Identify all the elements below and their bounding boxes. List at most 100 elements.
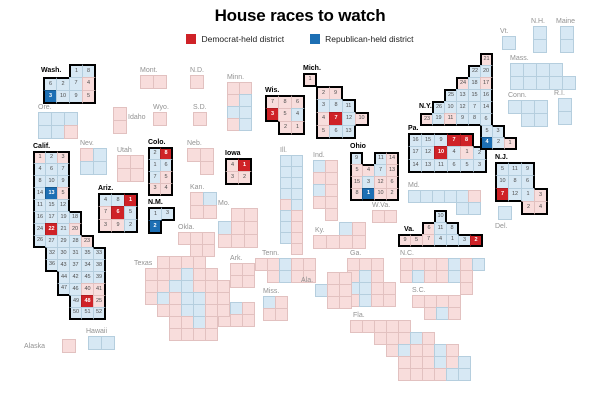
district-cell-neb[interactable] bbox=[200, 148, 214, 162]
district-cell-idaho[interactable] bbox=[113, 120, 127, 134]
district-cell-pa-7[interactable]: 7 bbox=[447, 133, 461, 147]
district-cell-del[interactable] bbox=[498, 206, 512, 220]
district-cell-conn[interactable] bbox=[534, 113, 548, 127]
district-cell-sc[interactable] bbox=[448, 307, 461, 320]
district-cell-nj-12[interactable]: 12 bbox=[508, 188, 522, 202]
district-cell-mass[interactable] bbox=[536, 76, 550, 90]
district-cell-texas[interactable] bbox=[205, 328, 218, 341]
district-cell-ri[interactable] bbox=[558, 98, 572, 112]
district-cell-nj-2[interactable]: 2 bbox=[521, 201, 535, 215]
district-cell-mich-4[interactable]: 4 bbox=[316, 112, 330, 126]
district-cell-pa-13[interactable]: 13 bbox=[421, 159, 435, 173]
district-cell-mich-1[interactable]: 1 bbox=[303, 73, 317, 87]
district-cell-okla[interactable] bbox=[202, 244, 215, 257]
district-cell-wash-3[interactable]: 3 bbox=[43, 90, 57, 104]
district-cell-nev[interactable] bbox=[80, 161, 94, 175]
district-cell-ky[interactable] bbox=[313, 235, 327, 249]
district-cell-nj-7[interactable]: 7 bbox=[495, 188, 509, 202]
district-cell-pa-1[interactable]: 1 bbox=[460, 146, 474, 160]
district-cell-hawaii[interactable] bbox=[101, 336, 115, 350]
district-cell-wash-7[interactable]: 7 bbox=[69, 77, 83, 91]
district-cell-pa-10[interactable]: 10 bbox=[434, 146, 448, 160]
district-cell-ore[interactable] bbox=[38, 112, 52, 126]
district-cell-ark[interactable] bbox=[242, 275, 255, 288]
district-cell-pa-9[interactable]: 9 bbox=[434, 133, 448, 147]
district-cell-wis-6[interactable]: 6 bbox=[291, 95, 305, 109]
district-cell-conn[interactable] bbox=[521, 100, 535, 114]
district-cell-ariz-1[interactable]: 1 bbox=[124, 193, 138, 207]
district-cell-va-5[interactable]: 5 bbox=[410, 234, 423, 247]
district-cell-ore[interactable] bbox=[64, 112, 78, 126]
district-cell-minn[interactable] bbox=[239, 118, 252, 131]
district-cell-mo[interactable] bbox=[218, 234, 232, 248]
district-cell-mich-3[interactable]: 3 bbox=[316, 99, 330, 113]
district-cell-iowa-2[interactable]: 2 bbox=[238, 171, 252, 185]
district-cell-mo[interactable] bbox=[218, 221, 232, 235]
district-cell-nj-6[interactable]: 6 bbox=[521, 175, 535, 189]
district-cell-wyo[interactable] bbox=[153, 112, 167, 126]
district-cell-iowa-1[interactable]: 1 bbox=[238, 158, 252, 172]
district-cell-calif-39[interactable]: 39 bbox=[93, 271, 106, 284]
district-cell-wis-2[interactable]: 2 bbox=[278, 121, 292, 135]
district-cell-iowa-3[interactable]: 3 bbox=[225, 171, 239, 185]
district-cell-ariz-7[interactable]: 7 bbox=[98, 206, 112, 220]
district-cell-ky[interactable] bbox=[352, 235, 366, 249]
district-cell-pa-17[interactable]: 17 bbox=[408, 146, 422, 160]
district-cell-wash-4[interactable]: 4 bbox=[82, 77, 96, 91]
district-cell-ny-1[interactable]: 1 bbox=[504, 137, 517, 150]
district-cell-wis-3[interactable]: 3 bbox=[265, 108, 279, 122]
district-cell-texas[interactable] bbox=[217, 304, 230, 317]
district-cell-nd[interactable] bbox=[190, 75, 204, 89]
district-cell-nh[interactable] bbox=[533, 26, 547, 40]
district-cell-pa-4[interactable]: 4 bbox=[447, 146, 461, 160]
district-cell-maine[interactable] bbox=[560, 39, 574, 53]
district-cell-mich-9[interactable]: 9 bbox=[329, 86, 343, 100]
district-cell-pa-8[interactable]: 8 bbox=[460, 133, 474, 147]
district-cell-wash-9[interactable]: 9 bbox=[69, 90, 83, 104]
district-cell-nm-2[interactable]: 2 bbox=[148, 220, 162, 234]
district-cell-ky[interactable] bbox=[339, 222, 353, 236]
district-cell-mont[interactable] bbox=[140, 75, 154, 89]
district-cell-maine[interactable] bbox=[560, 26, 574, 40]
district-cell-nj-5[interactable]: 5 bbox=[495, 162, 509, 176]
district-cell-ariz-2[interactable]: 2 bbox=[124, 219, 138, 233]
district-cell-nj-10[interactable]: 10 bbox=[495, 175, 509, 189]
district-cell-mich-8[interactable]: 8 bbox=[329, 99, 343, 113]
district-cell-pa-14[interactable]: 14 bbox=[408, 159, 422, 173]
district-cell-conn[interactable] bbox=[534, 100, 548, 114]
district-cell-conn[interactable] bbox=[521, 113, 535, 127]
district-cell-pa-3[interactable]: 3 bbox=[473, 159, 487, 173]
district-cell-ore[interactable] bbox=[64, 125, 78, 139]
district-cell-mich-12[interactable]: 12 bbox=[342, 112, 356, 126]
district-cell-mont[interactable] bbox=[153, 75, 167, 89]
district-cell-mass[interactable] bbox=[510, 76, 524, 90]
district-cell-ariz-5[interactable]: 5 bbox=[124, 206, 138, 220]
district-cell-nj-1[interactable]: 1 bbox=[521, 188, 535, 202]
district-cell-nev[interactable] bbox=[80, 148, 94, 162]
district-cell-wis-4[interactable]: 4 bbox=[291, 108, 305, 122]
district-cell-pa-6[interactable]: 6 bbox=[447, 159, 461, 173]
district-cell-mich-10[interactable]: 10 bbox=[355, 112, 369, 126]
district-cell-ala[interactable] bbox=[339, 296, 352, 309]
district-cell-mo[interactable] bbox=[244, 208, 258, 222]
district-cell-pa-15[interactable]: 15 bbox=[421, 133, 435, 147]
district-cell-ore[interactable] bbox=[51, 125, 65, 139]
district-cell-wash-8[interactable]: 8 bbox=[82, 64, 96, 78]
district-cell-mo[interactable] bbox=[231, 208, 245, 222]
district-cell-va-10[interactable]: 10 bbox=[434, 210, 447, 223]
district-cell-ore[interactable] bbox=[38, 125, 52, 139]
district-cell-colo-4[interactable]: 4 bbox=[160, 183, 173, 196]
district-cell-nc[interactable] bbox=[472, 258, 485, 271]
district-cell-fla[interactable] bbox=[458, 368, 471, 381]
district-cell-mich-5[interactable]: 5 bbox=[316, 125, 330, 139]
district-cell-hawaii[interactable] bbox=[88, 336, 102, 350]
district-cell-mo[interactable] bbox=[231, 221, 245, 235]
district-cell-va-2[interactable]: 2 bbox=[470, 234, 483, 247]
district-cell-pa-11[interactable]: 11 bbox=[434, 159, 448, 173]
district-cell-ohio-8[interactable]: 8 bbox=[350, 188, 363, 201]
district-cell-nev[interactable] bbox=[93, 161, 107, 175]
district-cell-ny-8[interactable]: 8 bbox=[468, 113, 481, 126]
district-cell-mo[interactable] bbox=[231, 234, 245, 248]
district-cell-nj-9[interactable]: 9 bbox=[521, 162, 535, 176]
district-cell-mass[interactable] bbox=[510, 63, 524, 77]
